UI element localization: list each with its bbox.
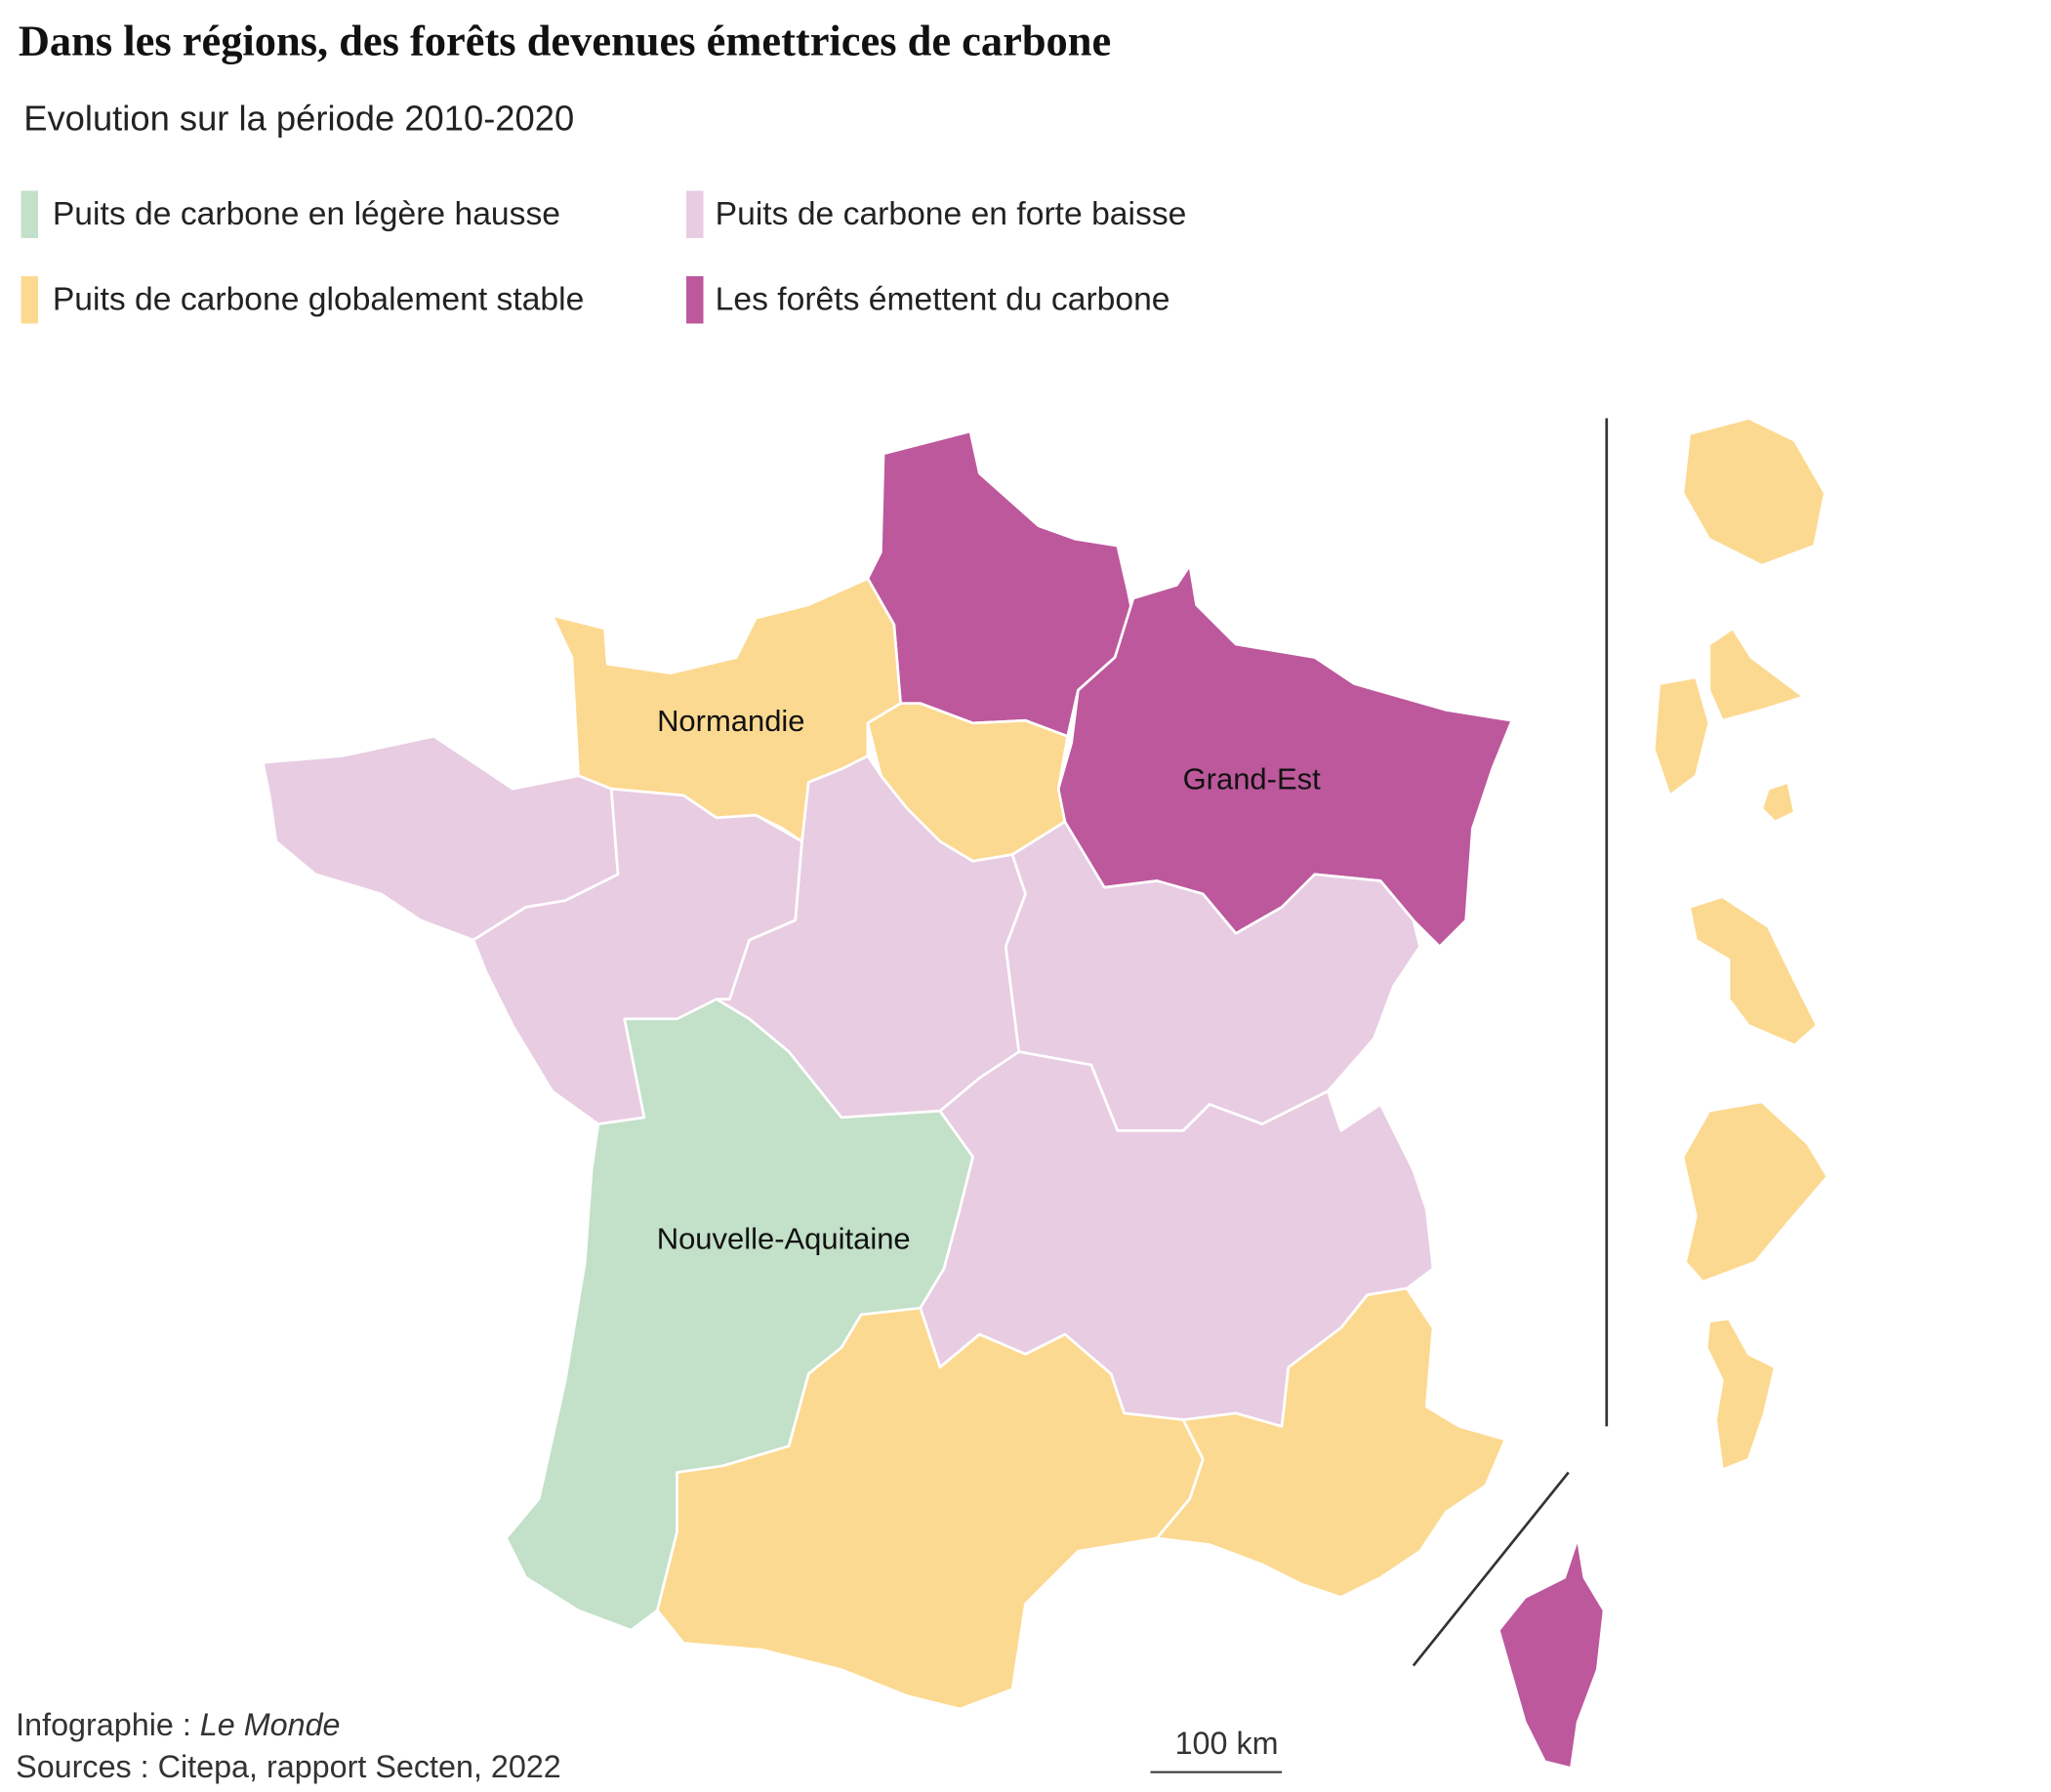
region bbox=[1707, 627, 1806, 722]
region bbox=[1688, 895, 1819, 1047]
legend-swatch bbox=[21, 190, 39, 238]
credit-prefix: Infographie : bbox=[16, 1707, 191, 1742]
separator bbox=[1412, 1471, 1570, 1667]
sources: Sources : Citepa, rapport Secten, 2022 bbox=[16, 1749, 561, 1784]
subtitle: Evolution sur la période 2010-2020 bbox=[23, 98, 574, 138]
regions bbox=[262, 417, 1829, 1770]
legend-label: Puits de carbone globalement stable bbox=[53, 281, 584, 317]
legend-swatch bbox=[21, 275, 39, 324]
legend-label: Puits de carbone en forte baisse bbox=[716, 196, 1187, 232]
region bbox=[1497, 1536, 1606, 1770]
credit: Infographie : Le Monde bbox=[16, 1707, 340, 1742]
region-label: Normandie bbox=[657, 704, 804, 738]
legend-swatch bbox=[686, 275, 704, 324]
region-label: Grand-Est bbox=[1183, 761, 1322, 795]
region bbox=[1652, 675, 1711, 797]
region bbox=[656, 1306, 1205, 1711]
legend-label: Puits de carbone en légère hausse bbox=[53, 196, 560, 232]
legend-label: Les forêts émettent du carbone bbox=[716, 281, 1170, 317]
region bbox=[1760, 781, 1796, 824]
region bbox=[1681, 417, 1826, 567]
region-label: Nouvelle-Aquitaine bbox=[657, 1222, 911, 1256]
credit-name: Le Monde bbox=[200, 1707, 341, 1742]
region bbox=[1681, 1100, 1829, 1283]
scale-label: 100 km bbox=[1175, 1726, 1279, 1761]
region bbox=[1704, 1317, 1777, 1472]
region bbox=[1155, 1286, 1507, 1599]
title: Dans les régions, des forêts devenues ém… bbox=[19, 17, 1111, 65]
legend-swatch bbox=[686, 190, 704, 238]
